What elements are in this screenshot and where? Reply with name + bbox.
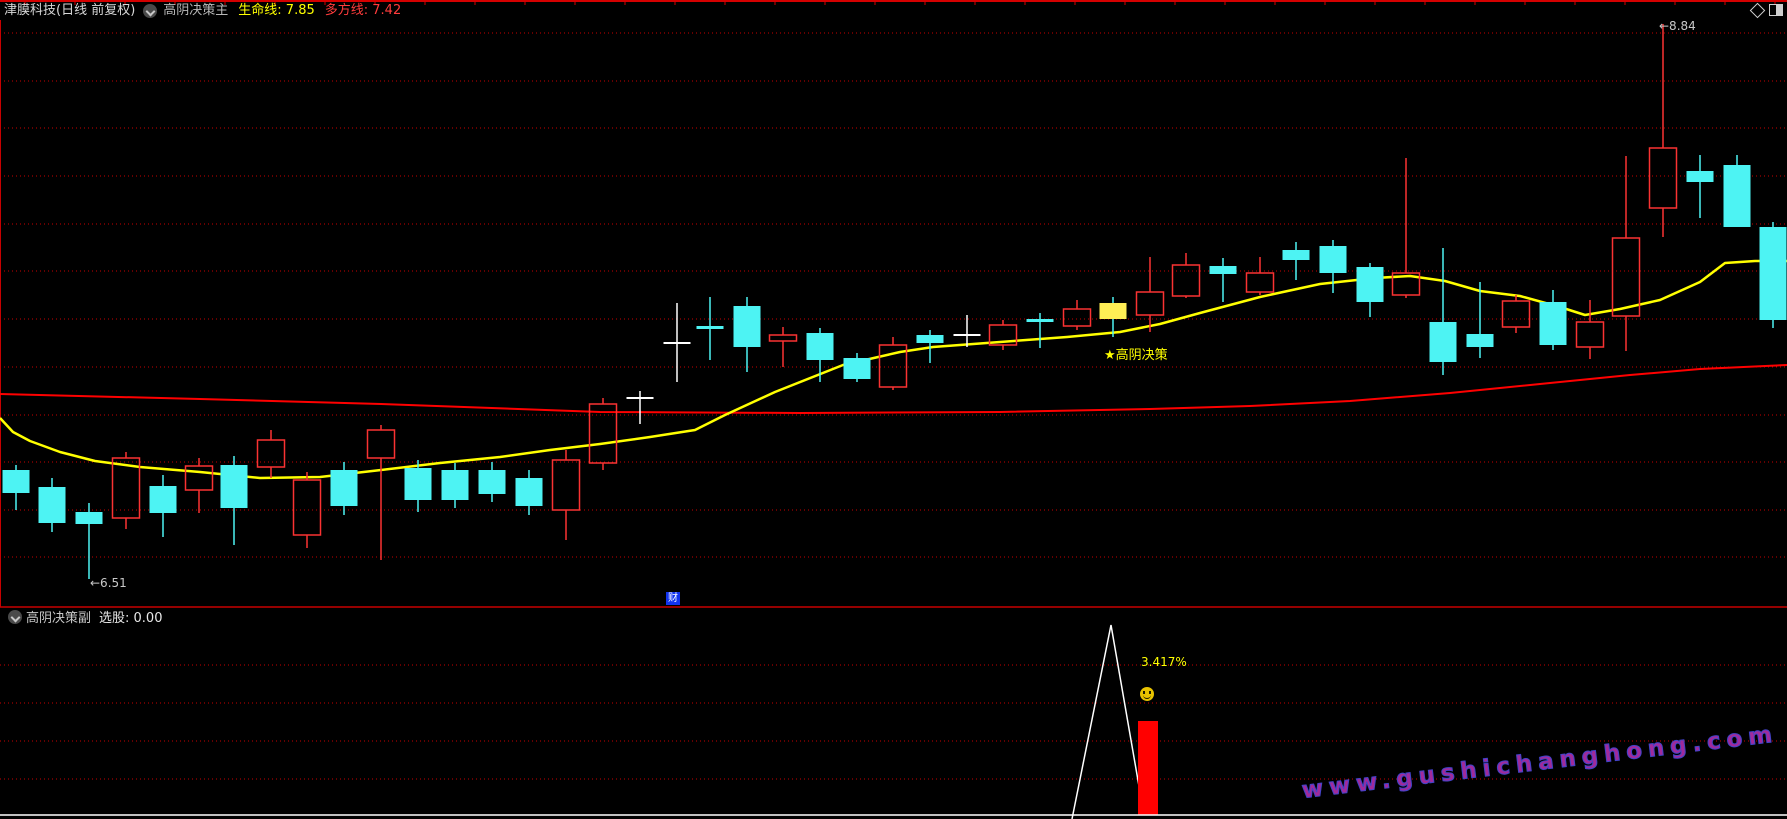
candle-up [768, 334, 798, 342]
candle-down [404, 468, 432, 500]
candle-down [515, 478, 543, 506]
candle-down [1429, 322, 1457, 362]
candle-down [733, 306, 761, 347]
candle-down [330, 470, 358, 506]
candle-down [1026, 319, 1054, 322]
candle-down [1539, 302, 1567, 345]
candle-down [220, 465, 248, 508]
diamond-icon[interactable] [1749, 2, 1766, 18]
candle-up [111, 457, 141, 519]
main-indicator-name[interactable]: 高阴决策主 [163, 3, 229, 18]
candle-down [1466, 334, 1494, 347]
candle-down [843, 358, 871, 379]
selection-value: 选股: 0.00 [99, 611, 163, 626]
candle-down [1686, 171, 1714, 182]
candle-down [38, 487, 66, 523]
candle-down [1356, 267, 1384, 302]
candle-up [878, 344, 908, 388]
main-chart-header: 津膜科技(日线 前复权) 高阴决策主 生命线: 7.85 多方线: 7.42 [0, 2, 1787, 20]
life-line-value: 生命线: 7.85 [238, 3, 315, 18]
candle-up [184, 465, 214, 491]
candle-down [1209, 266, 1237, 274]
candle-down [149, 486, 177, 513]
candle-up [1391, 272, 1421, 296]
candle-up [1611, 237, 1641, 317]
info-mine-marker[interactable]: 财 [666, 592, 680, 605]
candle-up [1245, 272, 1275, 293]
candle-up [988, 324, 1018, 346]
candle-down [916, 335, 944, 343]
candle-down [1282, 250, 1310, 260]
signal-spike-triangle [1071, 624, 1145, 819]
sub-chart-header: 高阴决策副 选股: 0.00 [0, 608, 1787, 626]
candle-down [806, 333, 834, 360]
split-window-icon[interactable] [1769, 4, 1783, 16]
candle-up [1135, 291, 1165, 316]
bull-line-value: 多方线: 7.42 [324, 3, 402, 18]
chevron-down-icon[interactable] [8, 609, 22, 624]
stock-title: 津膜科技(日线 前复权) [4, 3, 136, 18]
candle-down [441, 470, 469, 500]
signal-bar [1138, 721, 1158, 815]
candle-down [478, 470, 506, 494]
signal-star-label: ★高阴决策 [1104, 348, 1168, 363]
high-price-label: ←8.84 [1659, 19, 1696, 33]
smiley-face-icon [1140, 687, 1154, 701]
candle-up [588, 403, 618, 464]
candle-up [1575, 321, 1605, 348]
candle-down [1723, 165, 1751, 227]
sub-indicator-name[interactable]: 高阴决策副 [26, 611, 92, 626]
candle-up [1501, 300, 1531, 328]
sub-indicator-percent-label: 3.417% [1141, 655, 1187, 669]
candle-up [1171, 264, 1201, 297]
candle-up [551, 459, 581, 511]
candle-down [1319, 246, 1347, 273]
candle-up [1062, 308, 1092, 327]
candle-down [2, 470, 30, 493]
candle-down [696, 326, 724, 329]
candle-up [292, 479, 322, 536]
ma-slow-line [0, 364, 1787, 414]
candle-down [1759, 227, 1787, 320]
top-ruler-line [0, 0, 1787, 2]
candle-up [366, 429, 396, 459]
candle-up [1648, 147, 1678, 209]
candle-up [256, 439, 286, 468]
low-price-label: ←6.51 [90, 576, 127, 590]
chevron-down-icon[interactable] [143, 4, 158, 18]
candle-down [75, 512, 103, 524]
candle-signal [1099, 303, 1127, 319]
ma-fast-line [0, 259, 1787, 480]
header-right-controls [1749, 2, 1783, 18]
